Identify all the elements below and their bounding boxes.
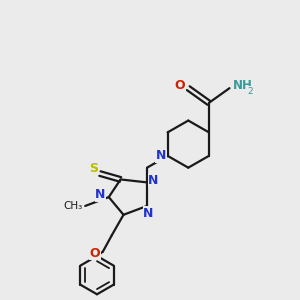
Text: O: O (89, 247, 100, 260)
Text: CH₃: CH₃ (64, 201, 83, 211)
Text: 2: 2 (248, 87, 254, 96)
Text: S: S (89, 162, 98, 175)
Text: N: N (156, 149, 166, 162)
Text: N: N (143, 207, 154, 220)
Text: N: N (148, 173, 159, 187)
Text: NH: NH (233, 79, 253, 92)
Text: O: O (175, 79, 185, 92)
Text: N: N (95, 188, 106, 201)
